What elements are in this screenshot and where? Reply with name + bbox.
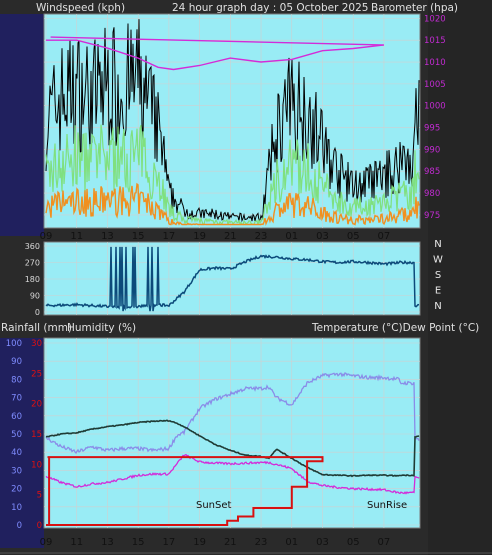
time-tick-label: 15	[132, 537, 145, 548]
barometer-tick-label: 990	[424, 145, 440, 155]
rainfall-tick-label: 20	[31, 400, 42, 410]
barometer-axis-title: Barometer (hpa)	[371, 2, 458, 14]
direction-tick-label: 0	[35, 308, 40, 317]
compass-label: S	[435, 270, 441, 281]
compass-label: N	[434, 239, 441, 250]
humidity-line	[45, 372, 420, 455]
temperature-dewpoint-axis-title: Temperature (°C)Dew Point (°C)	[311, 322, 479, 334]
compass-label: N	[434, 301, 441, 312]
time-tick-label: 19	[193, 537, 206, 548]
rainfall-tick-label: 0	[37, 521, 42, 531]
time-tick-label: 09	[40, 537, 53, 548]
direction-tick-label: 90	[30, 292, 40, 301]
time-tick-label: 01	[285, 537, 298, 548]
rainfall-axis-title: Rainfall (mm)	[1, 322, 72, 334]
wind-baro-axis-ticks: 975 980 985 990 995 1000 1005 1010 1015 1020 11 13 1…	[40, 14, 446, 242]
temp-humidity-plot-area	[43, 337, 421, 529]
wind-direction-grid	[44, 242, 420, 315]
time-tick-label: 17	[163, 537, 176, 548]
barometer-tick-label: 1015	[424, 36, 446, 46]
time-tick-label: 13	[101, 231, 114, 242]
dewpoint-line	[45, 453, 420, 495]
time-tick-label: 07	[378, 537, 391, 548]
time-tick-label: 13	[101, 537, 114, 548]
humidity-axis-title: Humidity (%)	[67, 322, 136, 334]
windspeed-axis-title: Windspeed (kph)	[36, 2, 125, 14]
time-tick-label: 23	[255, 231, 268, 242]
wind-axis-strip	[0, 14, 44, 236]
barometer-tick-label: 975	[424, 211, 440, 221]
humidity-tick-label: 70	[11, 394, 22, 404]
temperature-line	[45, 419, 420, 478]
time-tick-label: 23	[255, 537, 268, 548]
wind-speed-line	[45, 124, 420, 226]
time-tick-label: 07	[378, 231, 391, 242]
rain-humidity-axis-strip	[0, 338, 44, 548]
wind-average-line	[45, 182, 420, 227]
temp-humidity-series	[45, 372, 420, 526]
humidity-tick-label: 60	[11, 412, 22, 422]
time-tick-label: 11	[70, 231, 83, 242]
time-tick-label: 01	[285, 231, 298, 242]
rainfall-tick-label: 5	[37, 491, 42, 501]
direction-tick-label: 360	[25, 242, 40, 251]
barometer-tick-label: 1010	[424, 58, 446, 68]
temp-humidity-grid	[44, 338, 420, 528]
wind-gust-line	[45, 19, 420, 223]
barometer-tick-label: 1020	[424, 14, 446, 24]
wind-direction-series	[45, 246, 420, 312]
sunrise-annotation: SunRise	[367, 500, 407, 511]
rainfall-line	[46, 456, 324, 526]
compass-label: E	[435, 286, 441, 297]
rainfall-tick-label: 30	[31, 339, 42, 349]
humidity-tick-label: 30	[11, 466, 22, 476]
direction-tick-label: 270	[25, 259, 40, 268]
humidity-tick-label: 90	[11, 357, 22, 367]
time-tick-label: 03	[316, 231, 329, 242]
humidity-tick-label: 40	[11, 448, 22, 458]
rainfall-tick-label: 15	[31, 430, 42, 440]
time-tick-label: 05	[347, 231, 360, 242]
humidity-tick-label: 10	[11, 503, 22, 513]
barometer-tick-label: 980	[424, 189, 440, 199]
humidity-tick-label: 80	[11, 375, 22, 385]
wind-baro-plot-area	[43, 13, 421, 229]
sunset-annotation: SunSet	[196, 500, 232, 511]
time-tick-label: 21	[224, 537, 237, 548]
time-tick-label: 19	[193, 231, 206, 242]
wind-baro-series	[45, 19, 420, 227]
time-tick-label: 09	[40, 231, 53, 242]
time-tick-label: 21	[224, 231, 237, 242]
humidity-tick-label: 20	[11, 485, 22, 495]
rainfall-tick-label: 10	[31, 460, 42, 470]
time-tick-label: 03	[316, 537, 329, 548]
barometer-tick-label: 995	[424, 124, 440, 134]
humidity-tick-label: 100	[6, 339, 22, 349]
barometer-tick-label: 985	[424, 167, 440, 177]
wind-direction-line	[45, 246, 420, 312]
barometer-tick-label: 1000	[424, 102, 446, 112]
barometer-tick-label: 1005	[424, 80, 446, 90]
humidity-tick-label: 0	[17, 521, 22, 531]
compass-label: W	[433, 255, 443, 266]
time-tick-label: 15	[132, 231, 145, 242]
time-tick-label: 17	[163, 231, 176, 242]
direction-tick-label: 180	[25, 275, 40, 284]
time-tick-label: 05	[347, 537, 360, 548]
humidity-tick-label: 50	[11, 430, 22, 440]
barometer-line	[46, 36, 384, 71]
wind-direction-plot-area	[43, 241, 421, 316]
time-tick-label: 11	[70, 537, 83, 548]
wind-direction-axis-ticks: 0 90 180 270 360	[25, 242, 40, 317]
graph-title: 24 hour graph day : 05 October 2025	[172, 2, 368, 14]
rainfall-tick-label: 25	[31, 369, 42, 379]
